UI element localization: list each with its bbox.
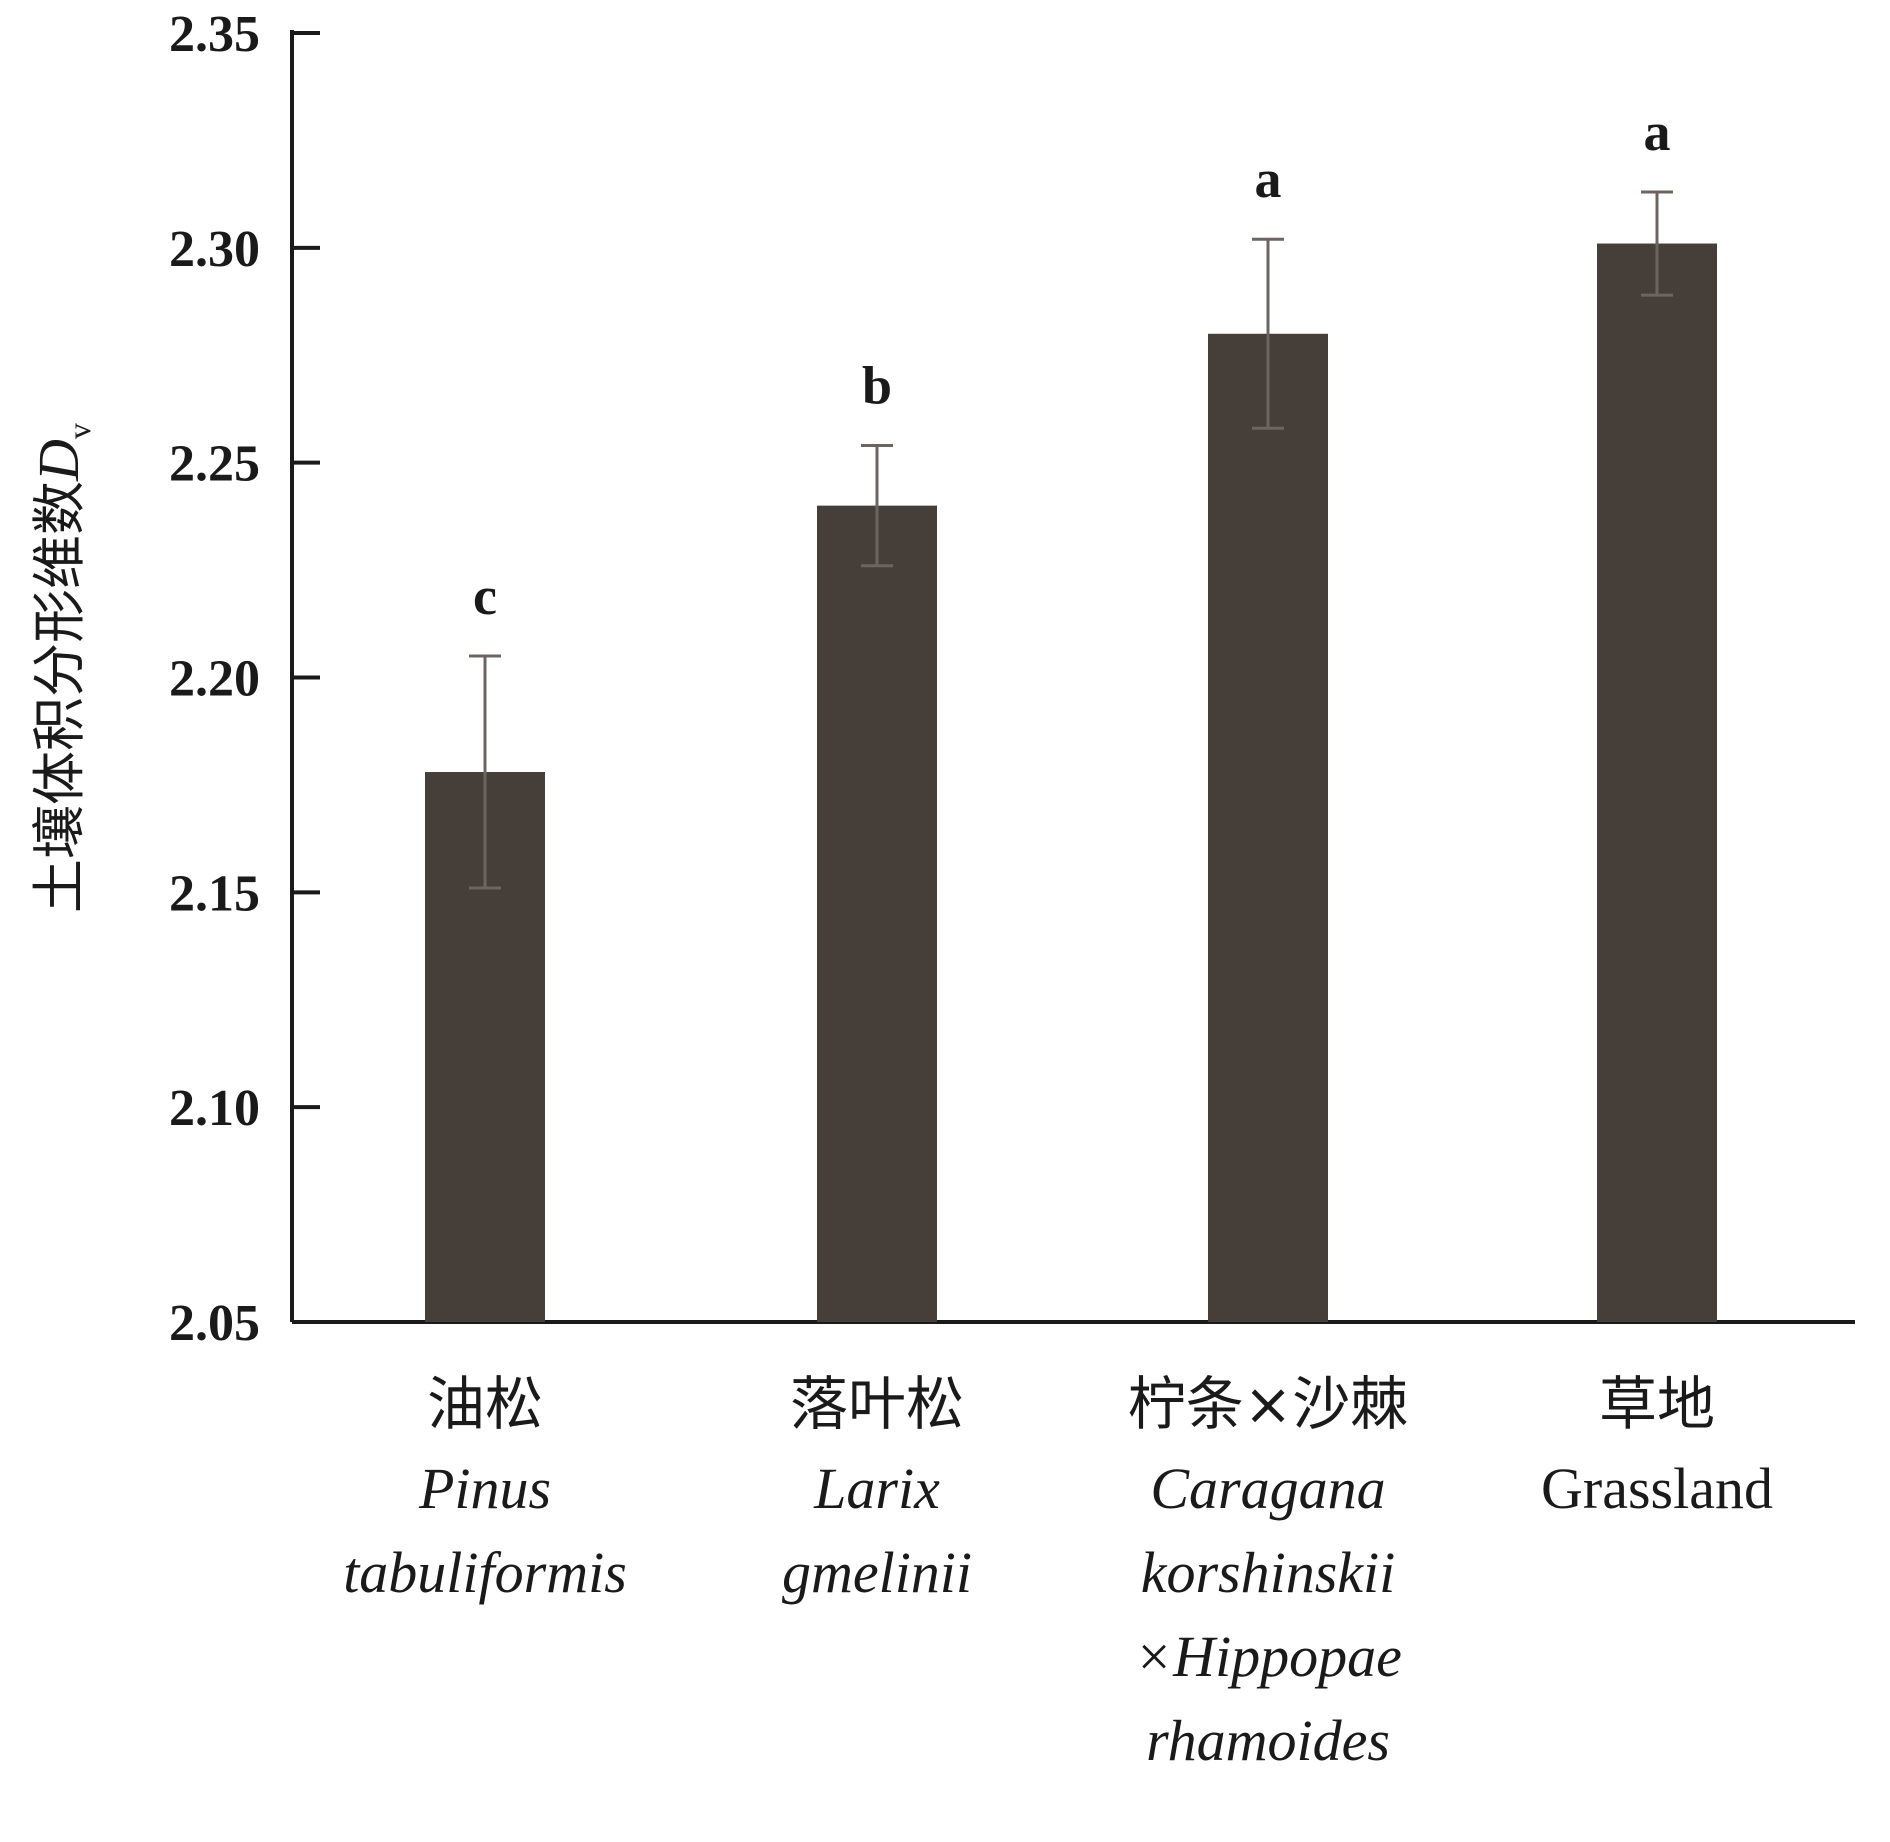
category-label-cn: 草地 — [1599, 1370, 1715, 1438]
y-tick-label: 2.20 — [169, 651, 260, 708]
category-label-latin: tabuliformis — [343, 1540, 627, 1605]
y-axis-label: 土壤体积分形维数Dv — [26, 423, 97, 913]
category-label-latin: Pinus — [418, 1456, 551, 1521]
category-label-latin: rhamoides — [1146, 1708, 1390, 1773]
bar — [1597, 243, 1717, 1323]
category-label-latin: gmelinii — [782, 1540, 972, 1605]
y-tick-label: 2.15 — [169, 865, 260, 922]
y-axis-ticks: 2.05 2.10 2.15 2.20 2.25 2.30 2.35 — [169, 6, 320, 1352]
error-bars — [469, 190, 1673, 890]
significance-letter: c — [473, 566, 497, 626]
category-label-en: Grassland — [1541, 1456, 1773, 1521]
category-labels: 油松 Pinus tabuliformis 落叶松 Larix gmelinii 柠条×沙棘… — [343, 1370, 1773, 1773]
category-label-cn: 柠条×沙棘 — [1128, 1370, 1409, 1438]
y-tick-label: 2.05 — [169, 1295, 260, 1352]
category-label: 草地 Grassland — [1541, 1370, 1773, 1521]
error-bar — [1252, 237, 1284, 430]
y-tick-label: 2.30 — [169, 221, 260, 278]
bar — [1208, 333, 1328, 1322]
category-label-cn: 落叶松 — [790, 1370, 964, 1438]
y-axis-title-subscript: v — [61, 423, 97, 439]
y-axis-title: 土壤体积分形维数Dv — [26, 423, 97, 913]
error-bar — [861, 443, 893, 568]
error-bar — [1641, 190, 1673, 297]
y-axis-title-text: 土壤体积分形维数 — [28, 481, 91, 913]
significance-letter: a — [1644, 102, 1671, 162]
bar — [817, 505, 937, 1323]
category-label-latin: Larix — [813, 1456, 940, 1521]
category-label: 油松 Pinus tabuliformis — [343, 1370, 627, 1605]
significance-letter: b — [862, 355, 892, 415]
significance-letter: a — [1255, 149, 1282, 209]
y-axis-title-symbol: D — [26, 439, 91, 482]
category-label-cn: 油松 — [427, 1370, 543, 1438]
y-tick-label: 2.10 — [169, 1080, 260, 1137]
category-label: 落叶松 Larix gmelinii — [782, 1370, 972, 1605]
significance-labels: c b a a — [473, 102, 1670, 626]
category-label-latin: ×Hippopae — [1134, 1624, 1402, 1689]
category-label: 柠条×沙棘 Caragana korshinskii ×Hippopae rhamoid… — [1128, 1370, 1409, 1773]
bars — [425, 243, 1717, 1323]
y-tick-label: 2.25 — [169, 436, 260, 493]
category-label-latin: Caragana — [1150, 1456, 1385, 1521]
error-bar — [469, 654, 501, 890]
category-label-latin: korshinskii — [1141, 1540, 1396, 1605]
y-tick-label: 2.35 — [169, 6, 260, 63]
